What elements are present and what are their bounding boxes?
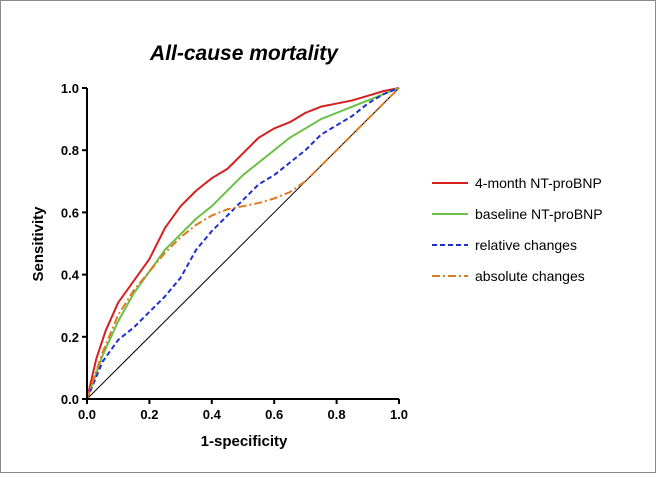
legend-label-1: baseline NT-proBNP: [475, 206, 603, 222]
series-line-3: [86, 87, 400, 400]
x-tick-label: 0.0: [78, 407, 96, 422]
y-tick-label: 0.6: [61, 205, 79, 220]
y-tick-label: 0.4: [61, 268, 80, 283]
y-tick-label: 0.0: [61, 392, 79, 407]
x-tick-label: 0.2: [140, 407, 158, 422]
legend-label-0: 4-month NT-proBNP: [475, 175, 602, 191]
chart-title: All-cause mortality: [149, 42, 339, 65]
legend-label-3: absolute changes: [475, 268, 585, 284]
y-tick-label: 0.2: [61, 330, 79, 345]
x-tick-label: 0.4: [203, 407, 222, 422]
x-tick-label: 1.0: [390, 407, 408, 422]
plot-area: 0.0 0.2 0.4 0.6 0.8 1.0 0.0 0.2 0.4 0.6 0.8 1.0: [61, 81, 408, 422]
x-tick-label: 0.6: [265, 407, 283, 422]
x-axis-label: 1-specificity: [201, 433, 288, 450]
legend-label-2: relative changes: [475, 237, 577, 253]
series-line-2: [86, 87, 400, 400]
y-tick-label: 1.0: [61, 81, 79, 96]
y-axis-label: Sensitivity: [30, 206, 47, 282]
legend: 4-month NT-proBNP baseline NT-proBNP relat…: [432, 175, 603, 284]
series-line-0: [86, 87, 400, 400]
series-line-1: [86, 87, 400, 400]
reference-diagonal: [86, 87, 400, 400]
x-tick-label: 0.8: [328, 407, 346, 422]
y-tick-label: 0.8: [61, 143, 79, 158]
